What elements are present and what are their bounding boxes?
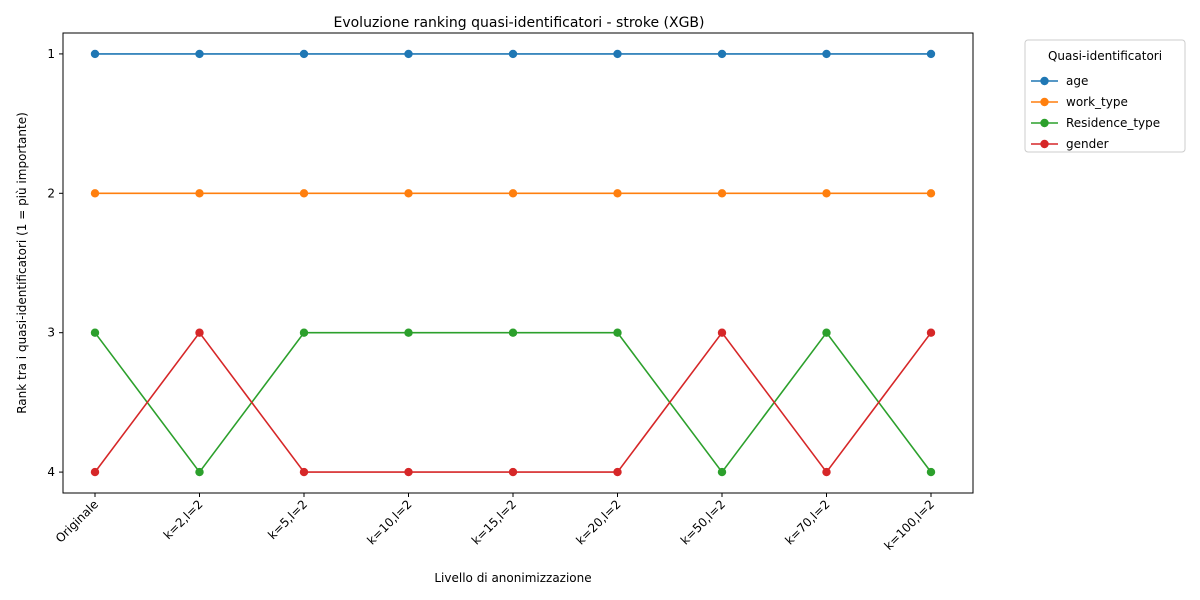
legend-marker-work-type <box>1040 97 1049 107</box>
data-point-work-type <box>717 189 727 198</box>
data-point-residence-type <box>299 328 309 337</box>
data-point-work-type <box>90 189 100 198</box>
y-tick-label: 3 <box>47 326 55 340</box>
plot-area <box>90 49 936 477</box>
data-point-gender <box>926 328 936 337</box>
data-point-age <box>299 49 309 59</box>
legend: Quasi-identificatori age work_type Residen… <box>1024 39 1186 153</box>
series-line-gender <box>94 331 932 474</box>
legend-marker-residence-type <box>1040 118 1049 128</box>
legend-frame <box>1024 39 1186 153</box>
data-point-residence-type <box>613 328 622 337</box>
x-tick-label: k=15,l=2 <box>469 497 519 547</box>
y-tick-label: 1 <box>47 47 55 61</box>
legend-label-work-type: work_type <box>1066 95 1128 109</box>
legend-marker-gender <box>1040 139 1049 149</box>
x-tick-label: k=10,l=2 <box>364 497 414 547</box>
data-point-work-type <box>508 189 518 198</box>
data-point-residence-type <box>404 328 413 337</box>
data-point-work-type <box>195 189 204 198</box>
x-axis-label: Livello di anonimizzazione <box>434 571 591 585</box>
data-point-work-type <box>404 189 413 198</box>
data-point-residence-type <box>717 467 727 477</box>
legend-label-residence-type: Residence_type <box>1066 116 1160 130</box>
data-point-gender <box>508 467 518 477</box>
data-point-residence-type <box>926 467 936 477</box>
data-point-age <box>90 49 100 59</box>
data-point-age <box>508 49 518 59</box>
legend-label-gender: gender <box>1066 137 1109 151</box>
x-tick-label: Originale <box>53 497 101 545</box>
x-tick-label: k=5,l=2 <box>265 497 310 542</box>
data-point-age <box>822 49 831 59</box>
data-point-work-type <box>299 189 309 198</box>
data-point-residence-type <box>195 467 204 477</box>
data-point-gender <box>299 467 309 477</box>
legend-marker-age <box>1040 76 1049 86</box>
data-point-residence-type <box>508 328 518 337</box>
plot-frame <box>62 32 974 494</box>
y-tick-label: 4 <box>47 465 55 479</box>
y-tick-label: 2 <box>47 186 55 200</box>
data-point-residence-type <box>822 328 831 337</box>
series-line-residence-type <box>94 331 932 474</box>
legend-title: Quasi-identificatori <box>1048 49 1162 63</box>
data-point-work-type <box>613 189 622 198</box>
x-tick-label: k=20,l=2 <box>573 497 623 547</box>
data-point-gender <box>613 467 622 477</box>
data-point-gender <box>717 328 727 337</box>
data-point-age <box>613 49 622 59</box>
data-point-age <box>404 49 413 59</box>
data-point-gender <box>404 467 413 477</box>
data-point-work-type <box>926 189 936 198</box>
axis-ticks: Originale k=2,l=2 k=5,l=2 k=10,l=2 k=15,l=2 k… <box>47 47 937 553</box>
data-point-age <box>926 49 936 59</box>
x-tick-label: k=70,l=2 <box>782 497 832 547</box>
x-tick-label: k=100,l=2 <box>881 497 937 553</box>
data-point-gender <box>822 467 831 477</box>
data-point-gender <box>90 467 100 477</box>
data-point-gender <box>195 328 204 337</box>
data-point-work-type <box>822 189 831 198</box>
x-tick-label: k=50,l=2 <box>678 497 728 547</box>
data-point-age <box>717 49 727 59</box>
chart-title: Evoluzione ranking quasi-identificatori … <box>333 15 704 31</box>
data-point-residence-type <box>90 328 100 337</box>
x-tick-label: k=2,l=2 <box>161 497 206 542</box>
legend-label-age: age <box>1066 74 1088 88</box>
y-axis-label: Rank tra i quasi-identificatori (1 = più… <box>15 112 29 414</box>
data-point-age <box>195 49 204 59</box>
